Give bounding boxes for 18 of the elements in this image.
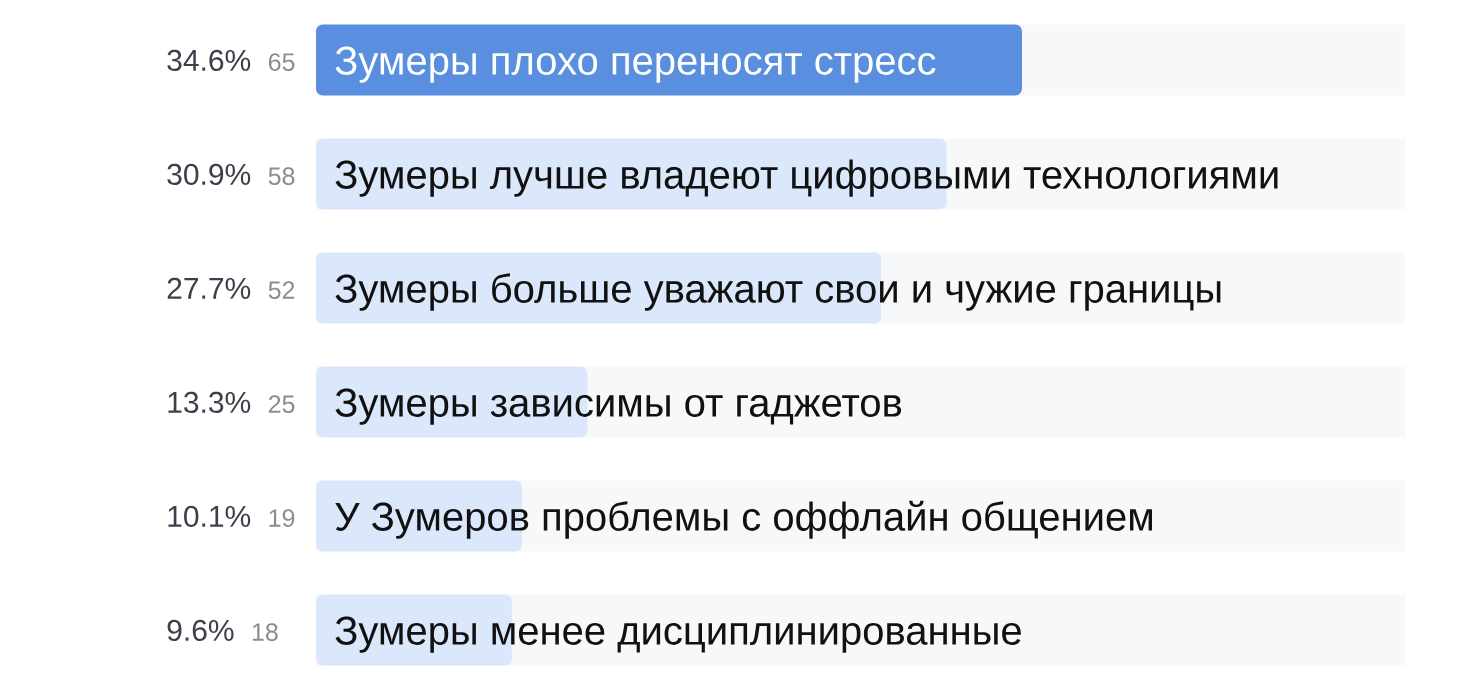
text: 52 <box>268 281 295 299</box>
text: 58 <box>268 167 295 185</box>
data-label: 13.3% <box>168 391 251 413</box>
y-tick-label: Зумеры зависимы от гаджетов <box>335 388 902 425</box>
y-tick-label: Зумеры лучше владеют цифровыми технологиями <box>335 159 1278 197</box>
data-label: 10.1% <box>168 505 251 527</box>
text: 65 <box>268 53 295 71</box>
data-label: 30.9% <box>167 163 251 185</box>
data-label: 27.7% <box>167 277 251 299</box>
y-tick-label: Зумеры менее дисциплинированные <box>335 616 1021 653</box>
text: 18 <box>252 623 278 641</box>
y-tick-label: Зумеры плохо переносят стресс <box>335 46 936 83</box>
text: 25 <box>268 395 295 413</box>
y-tick-label: Зумеры больше уважают свои и чужие границы <box>335 273 1221 311</box>
y-tick-label: У Зумеров проблемы с оффлайн общением <box>335 500 1152 539</box>
data-label: 9.6% <box>167 619 234 641</box>
text: 19 <box>269 509 295 527</box>
data-label: 34.6% <box>167 49 251 71</box>
